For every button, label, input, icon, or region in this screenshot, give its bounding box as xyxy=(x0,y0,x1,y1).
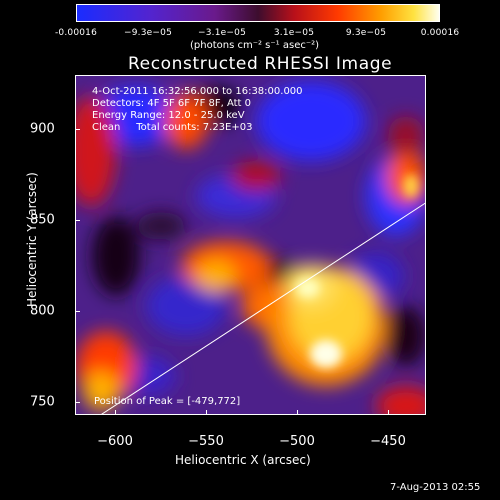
y-tick-label: 750 xyxy=(30,394,55,410)
peak-position-text: Position of Peak = [-479,772] xyxy=(94,396,241,407)
timestamp: 7-Aug-2013 02:55 xyxy=(390,482,481,493)
plot-title: Reconstructed RHESSI Image xyxy=(128,54,393,74)
x-tick-label: −500 xyxy=(279,434,315,449)
observation-info: 4-Oct-2011 16:32:56.000 to 16:38:00.000 D… xyxy=(92,86,303,134)
y-axis-label: Heliocentric Y (arcsec) xyxy=(25,172,39,307)
colorbar-tick-label: −3.1e−05 xyxy=(198,28,246,38)
colorbar-tick-label: -0.00016 xyxy=(54,28,98,38)
solar-limb-line xyxy=(101,202,425,414)
colorbar-tick-label: 0.00016 xyxy=(420,28,460,38)
y-tick-label: 800 xyxy=(30,303,55,319)
y-tick-label: 850 xyxy=(30,212,55,228)
intensity-map xyxy=(76,76,425,414)
colorbar-tick-label: 3.1e−05 xyxy=(273,28,315,38)
x-axis-label: Heliocentric X (arcsec) xyxy=(175,453,311,467)
colorbar xyxy=(76,4,440,22)
colorbar-tick-label: 9.3e−05 xyxy=(345,28,387,38)
x-tick-label: −450 xyxy=(370,434,406,449)
detectors-text: Detectors: 4F 5F 6F 7F 8F, Att 0 xyxy=(92,98,252,109)
rhessi-image-panel: 4-Oct-2011 16:32:56.000 to 16:38:00.000 D… xyxy=(75,75,426,415)
clean-total-counts-text: Clean Total counts: 7.23E+03 xyxy=(92,122,253,133)
y-tick-label: 900 xyxy=(30,121,55,137)
x-tick-label: −600 xyxy=(97,434,133,449)
colorbar-units-label: (photons cm⁻² s⁻¹ asec⁻²) xyxy=(190,40,320,51)
x-tick-label: −550 xyxy=(188,434,224,449)
time-range-text: 4-Oct-2011 16:32:56.000 to 16:38:00.000 xyxy=(92,86,303,97)
colorbar-tick-label: −9.3e−05 xyxy=(124,28,172,38)
energy-range-text: Energy Range: 12.0 - 25.0 keV xyxy=(92,110,245,121)
